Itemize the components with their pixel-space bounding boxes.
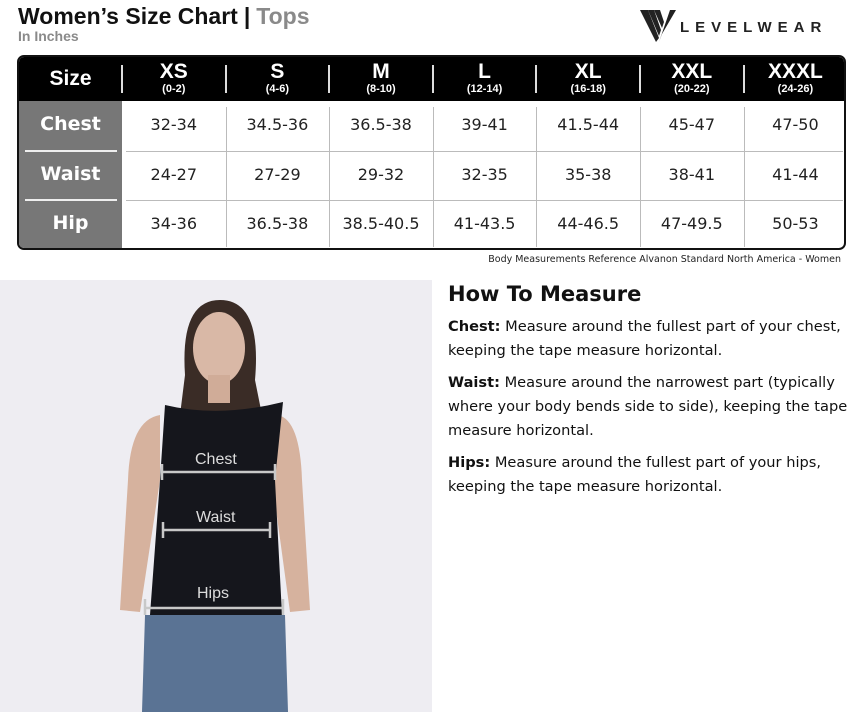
model-illustration (120, 300, 310, 712)
table-cell: 50-53 (772, 214, 819, 233)
size-header-xl: XL (16-18) (536, 57, 640, 101)
table-cell: 34-36 (150, 214, 198, 233)
size-header-xxxl: XXXL (24-26) (744, 57, 844, 101)
row-label-divider (25, 150, 117, 152)
size-range: (24-26) (777, 83, 814, 95)
size-range: (12-14) (466, 83, 503, 95)
grid-line-vertical (536, 107, 538, 247)
size-range: (16-18) (570, 83, 606, 95)
size-header-m: M (8-10) (329, 57, 433, 101)
hips-marker-label: Hips (197, 585, 230, 602)
title-text: Women’s Size Chart (18, 3, 238, 29)
size-range: (4-6) (265, 83, 289, 95)
size-range: (20-22) (674, 83, 710, 95)
grid-line-horizontal (126, 200, 844, 201)
table-cell: 44-46.5 (557, 214, 620, 233)
size-label: XXXL (767, 60, 823, 83)
hips-instruction: Hips: Measure around the fullest part of… (448, 451, 858, 499)
size-header-xs: XS (0-2) (122, 57, 226, 101)
table-cell: 38-41 (668, 165, 716, 184)
table-cell: 27-29 (254, 165, 301, 184)
size-label: S (270, 60, 285, 83)
size-header: Size (49, 67, 92, 90)
table-cell: 45-47 (668, 115, 716, 134)
size-header-s: S (4-6) (226, 57, 330, 101)
grid-line-vertical (225, 107, 227, 247)
waist-marker-label: Waist (196, 509, 236, 526)
hips-term: Hips: (448, 454, 491, 471)
chest-text: Measure around the fullest part of your … (448, 318, 841, 359)
chest-term: Chest: (448, 318, 501, 335)
row-label-waist: Waist (40, 163, 101, 185)
logo-text: LEVELWEAR (680, 18, 828, 36)
row-label-hip: Hip (52, 212, 89, 234)
chest-marker-label: Chest (195, 451, 237, 468)
table-cell: 41.5-44 (557, 115, 620, 134)
size-range: (8-10) (366, 83, 396, 95)
size-range: (0-2) (162, 83, 186, 95)
grid-line-vertical (640, 107, 641, 247)
grid-line-horizontal (126, 151, 844, 152)
table-cell: 47-50 (772, 115, 819, 134)
table-cell: 36.5-38 (246, 214, 309, 233)
row-label-chest: Chest (40, 113, 101, 135)
header-divider (328, 65, 331, 93)
table-cell: 32-35 (461, 165, 508, 184)
table-cell: 39-41 (461, 115, 508, 134)
waist-term: Waist: (448, 374, 500, 391)
size-header-xxl: XXL (20-22) (640, 57, 744, 101)
model-photo: Chest Waist Hips (0, 280, 432, 712)
table-cell: 32-34 (150, 115, 198, 134)
size-label: XL (574, 60, 602, 83)
levelwear-logo: LEVELWEAR (640, 8, 827, 42)
header-divider (431, 65, 434, 93)
grid-line-vertical (432, 107, 434, 247)
logo-icon (640, 10, 676, 42)
size-label: L (478, 60, 491, 83)
table-header-row: Size XS (0-2) S (4-6) M (8-10) L (12-14) XL (16-1… (19, 57, 844, 101)
table-cell: 41-43.5 (453, 214, 516, 233)
grid-line-vertical (743, 107, 745, 247)
table-cell: 34.5-36 (246, 115, 309, 134)
category-label: Tops (256, 3, 310, 29)
header-divider (224, 65, 227, 93)
row-label-divider (25, 199, 117, 201)
table-cell: 41-44 (772, 165, 819, 184)
header-divider (535, 65, 538, 93)
chest-instruction: Chest: Measure around the fullest part o… (448, 315, 858, 363)
size-chart-table: Size XS (0-2) S (4-6) M (8-10) L (12-14) XL (16-1… (17, 55, 846, 250)
title-separator: | (243, 3, 251, 29)
waist-text: Measure around the narrowest part (typic… (448, 374, 848, 439)
page-title: Women’s Size Chart | Tops (18, 3, 310, 30)
measurement-label-column: Chest Waist Hip (19, 101, 122, 248)
table-cell: 36.5-38 (350, 115, 412, 134)
table-cell: 29-32 (357, 165, 405, 184)
table-cell: 47-49.5 (660, 214, 723, 233)
table-cell: 24-27 (150, 165, 198, 184)
table-cell: 35-38 (564, 165, 612, 184)
table-cell: 38.5-40.5 (342, 214, 420, 233)
unit-label: In Inches (18, 28, 79, 44)
how-to-measure-title: How To Measure (448, 282, 642, 306)
how-to-measure-section: How To Measure Chest: Measure around the… (448, 282, 858, 507)
size-label: M (372, 60, 390, 83)
hips-text: Measure around the fullest part of your … (448, 454, 822, 495)
header-divider (121, 65, 123, 93)
size-label: XS (159, 60, 188, 83)
grid-line-vertical (329, 107, 331, 247)
footnote: Body Measurements Reference Alvanon Stan… (488, 254, 841, 265)
header-divider (742, 65, 745, 93)
size-header-l: L (12-14) (433, 57, 537, 101)
waist-instruction: Waist: Measure around the narrowest part… (448, 371, 858, 443)
header-divider (639, 65, 641, 93)
size-label: XXL (671, 60, 713, 83)
